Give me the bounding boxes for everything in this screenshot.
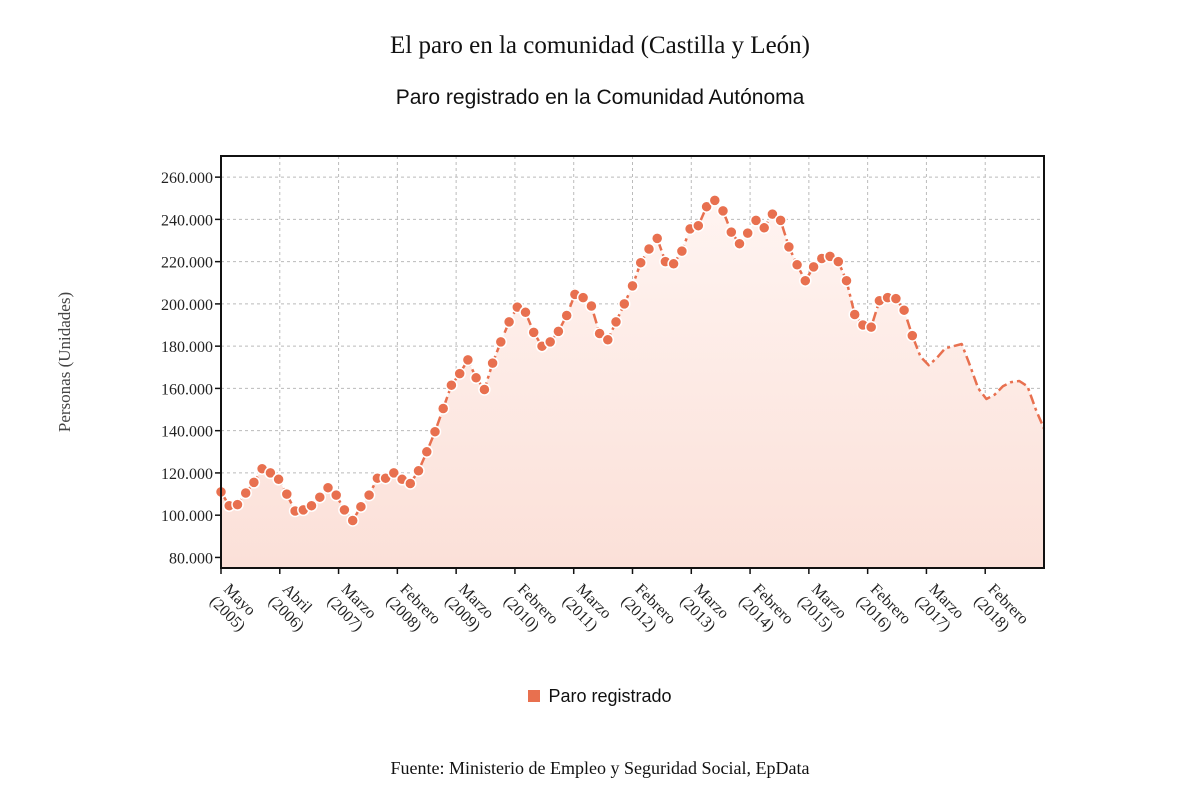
- data-point: [807, 260, 820, 274]
- data-point: [799, 274, 812, 287]
- data-point: [543, 335, 557, 349]
- data-point: [272, 473, 285, 486]
- data-point: [404, 477, 417, 490]
- series-markers: [214, 194, 919, 527]
- data-point: [782, 240, 796, 254]
- data-point: [338, 503, 351, 517]
- data-point: [469, 371, 483, 385]
- data-point: [708, 194, 722, 207]
- data-point: [618, 297, 631, 311]
- data-point: [362, 488, 376, 502]
- data-point: [280, 487, 294, 501]
- data-point: [897, 303, 911, 317]
- data-point: [346, 514, 359, 527]
- y-tick-label: 220.000: [161, 255, 213, 272]
- y-tick-label: 260.000: [161, 170, 213, 187]
- data-point: [519, 306, 532, 319]
- data-point: [650, 232, 664, 245]
- y-tick-label: 160.000: [161, 381, 213, 398]
- area-fill: [221, 200, 1044, 568]
- data-point: [478, 383, 491, 396]
- data-point: [231, 498, 244, 511]
- data-point: [741, 226, 754, 240]
- data-point: [774, 214, 787, 227]
- data-point: [576, 291, 590, 304]
- data-point: [626, 279, 639, 293]
- data-point: [428, 425, 442, 438]
- data-point: [445, 378, 458, 392]
- data-point: [305, 499, 318, 512]
- chart-title: El paro en la comunidad (Castilla y León…: [389, 32, 810, 59]
- y-tick-label: 80.000: [169, 550, 213, 567]
- data-point: [560, 309, 573, 322]
- data-point: [667, 257, 680, 271]
- chart-svg: 80.000 100.000 120.000 140.000 160.000 180.00…: [55, 155, 1046, 635]
- data-point: [239, 486, 252, 500]
- data-point: [552, 325, 565, 338]
- data-point: [354, 500, 368, 513]
- x-axis-ticks: Mayo(2005) Abril(2006) Marzo(2007) Febrero(…: [206, 568, 1032, 635]
- legend: Paro registrado: [0, 686, 1200, 707]
- y-tick-label: 120.000: [161, 466, 213, 483]
- data-point: [313, 490, 327, 504]
- data-point: [436, 402, 450, 415]
- y-axis-ticks: 80.000 100.000 120.000 140.000 160.000 180.00…: [161, 170, 221, 567]
- data-point: [840, 274, 853, 287]
- data-point: [634, 256, 647, 269]
- data-point: [757, 221, 771, 235]
- data-point: [642, 242, 656, 256]
- data-point: [264, 466, 277, 480]
- data-point: [412, 464, 425, 478]
- data-point: [864, 320, 878, 334]
- data-point: [247, 476, 261, 489]
- data-point: [321, 481, 335, 494]
- y-tick-label: 240.000: [161, 212, 213, 229]
- data-point: [716, 204, 730, 218]
- data-point: [609, 315, 623, 329]
- data-point: [527, 326, 540, 339]
- data-point: [906, 329, 919, 342]
- data-point: [700, 200, 713, 213]
- data-point: [832, 255, 845, 268]
- data-point: [725, 225, 738, 239]
- data-point: [601, 333, 615, 347]
- legend-label: Paro registrado: [548, 686, 672, 706]
- data-point: [675, 244, 689, 258]
- data-point: [494, 335, 508, 349]
- data-point: [329, 488, 343, 502]
- y-tick-label: 100.000: [161, 508, 213, 525]
- data-point: [766, 207, 779, 221]
- data-point: [585, 299, 598, 313]
- y-tick-label: 140.000: [161, 424, 213, 441]
- chart-subtitle: Paro registrado en la Comunidad Autónoma: [395, 86, 805, 109]
- source-note: Fuente: Ministerio de Empleo y Seguridad…: [390, 758, 810, 778]
- data-point: [453, 367, 466, 380]
- y-tick-label: 180.000: [161, 339, 213, 356]
- data-point: [502, 315, 516, 329]
- legend-swatch: [528, 690, 541, 702]
- data-point: [593, 327, 606, 340]
- data-point: [461, 353, 475, 367]
- data-point: [749, 214, 763, 227]
- data-point: [387, 466, 401, 480]
- y-tick-label: 200.000: [161, 297, 213, 314]
- data-point: [848, 308, 861, 321]
- data-point: [486, 356, 499, 370]
- area-path: [221, 200, 1044, 568]
- data-point: [889, 292, 903, 305]
- data-point: [692, 219, 705, 232]
- y-axis-label: Personas (Unidades): [55, 292, 74, 432]
- data-point: [790, 258, 804, 272]
- data-point: [733, 237, 746, 250]
- data-point: [420, 445, 434, 459]
